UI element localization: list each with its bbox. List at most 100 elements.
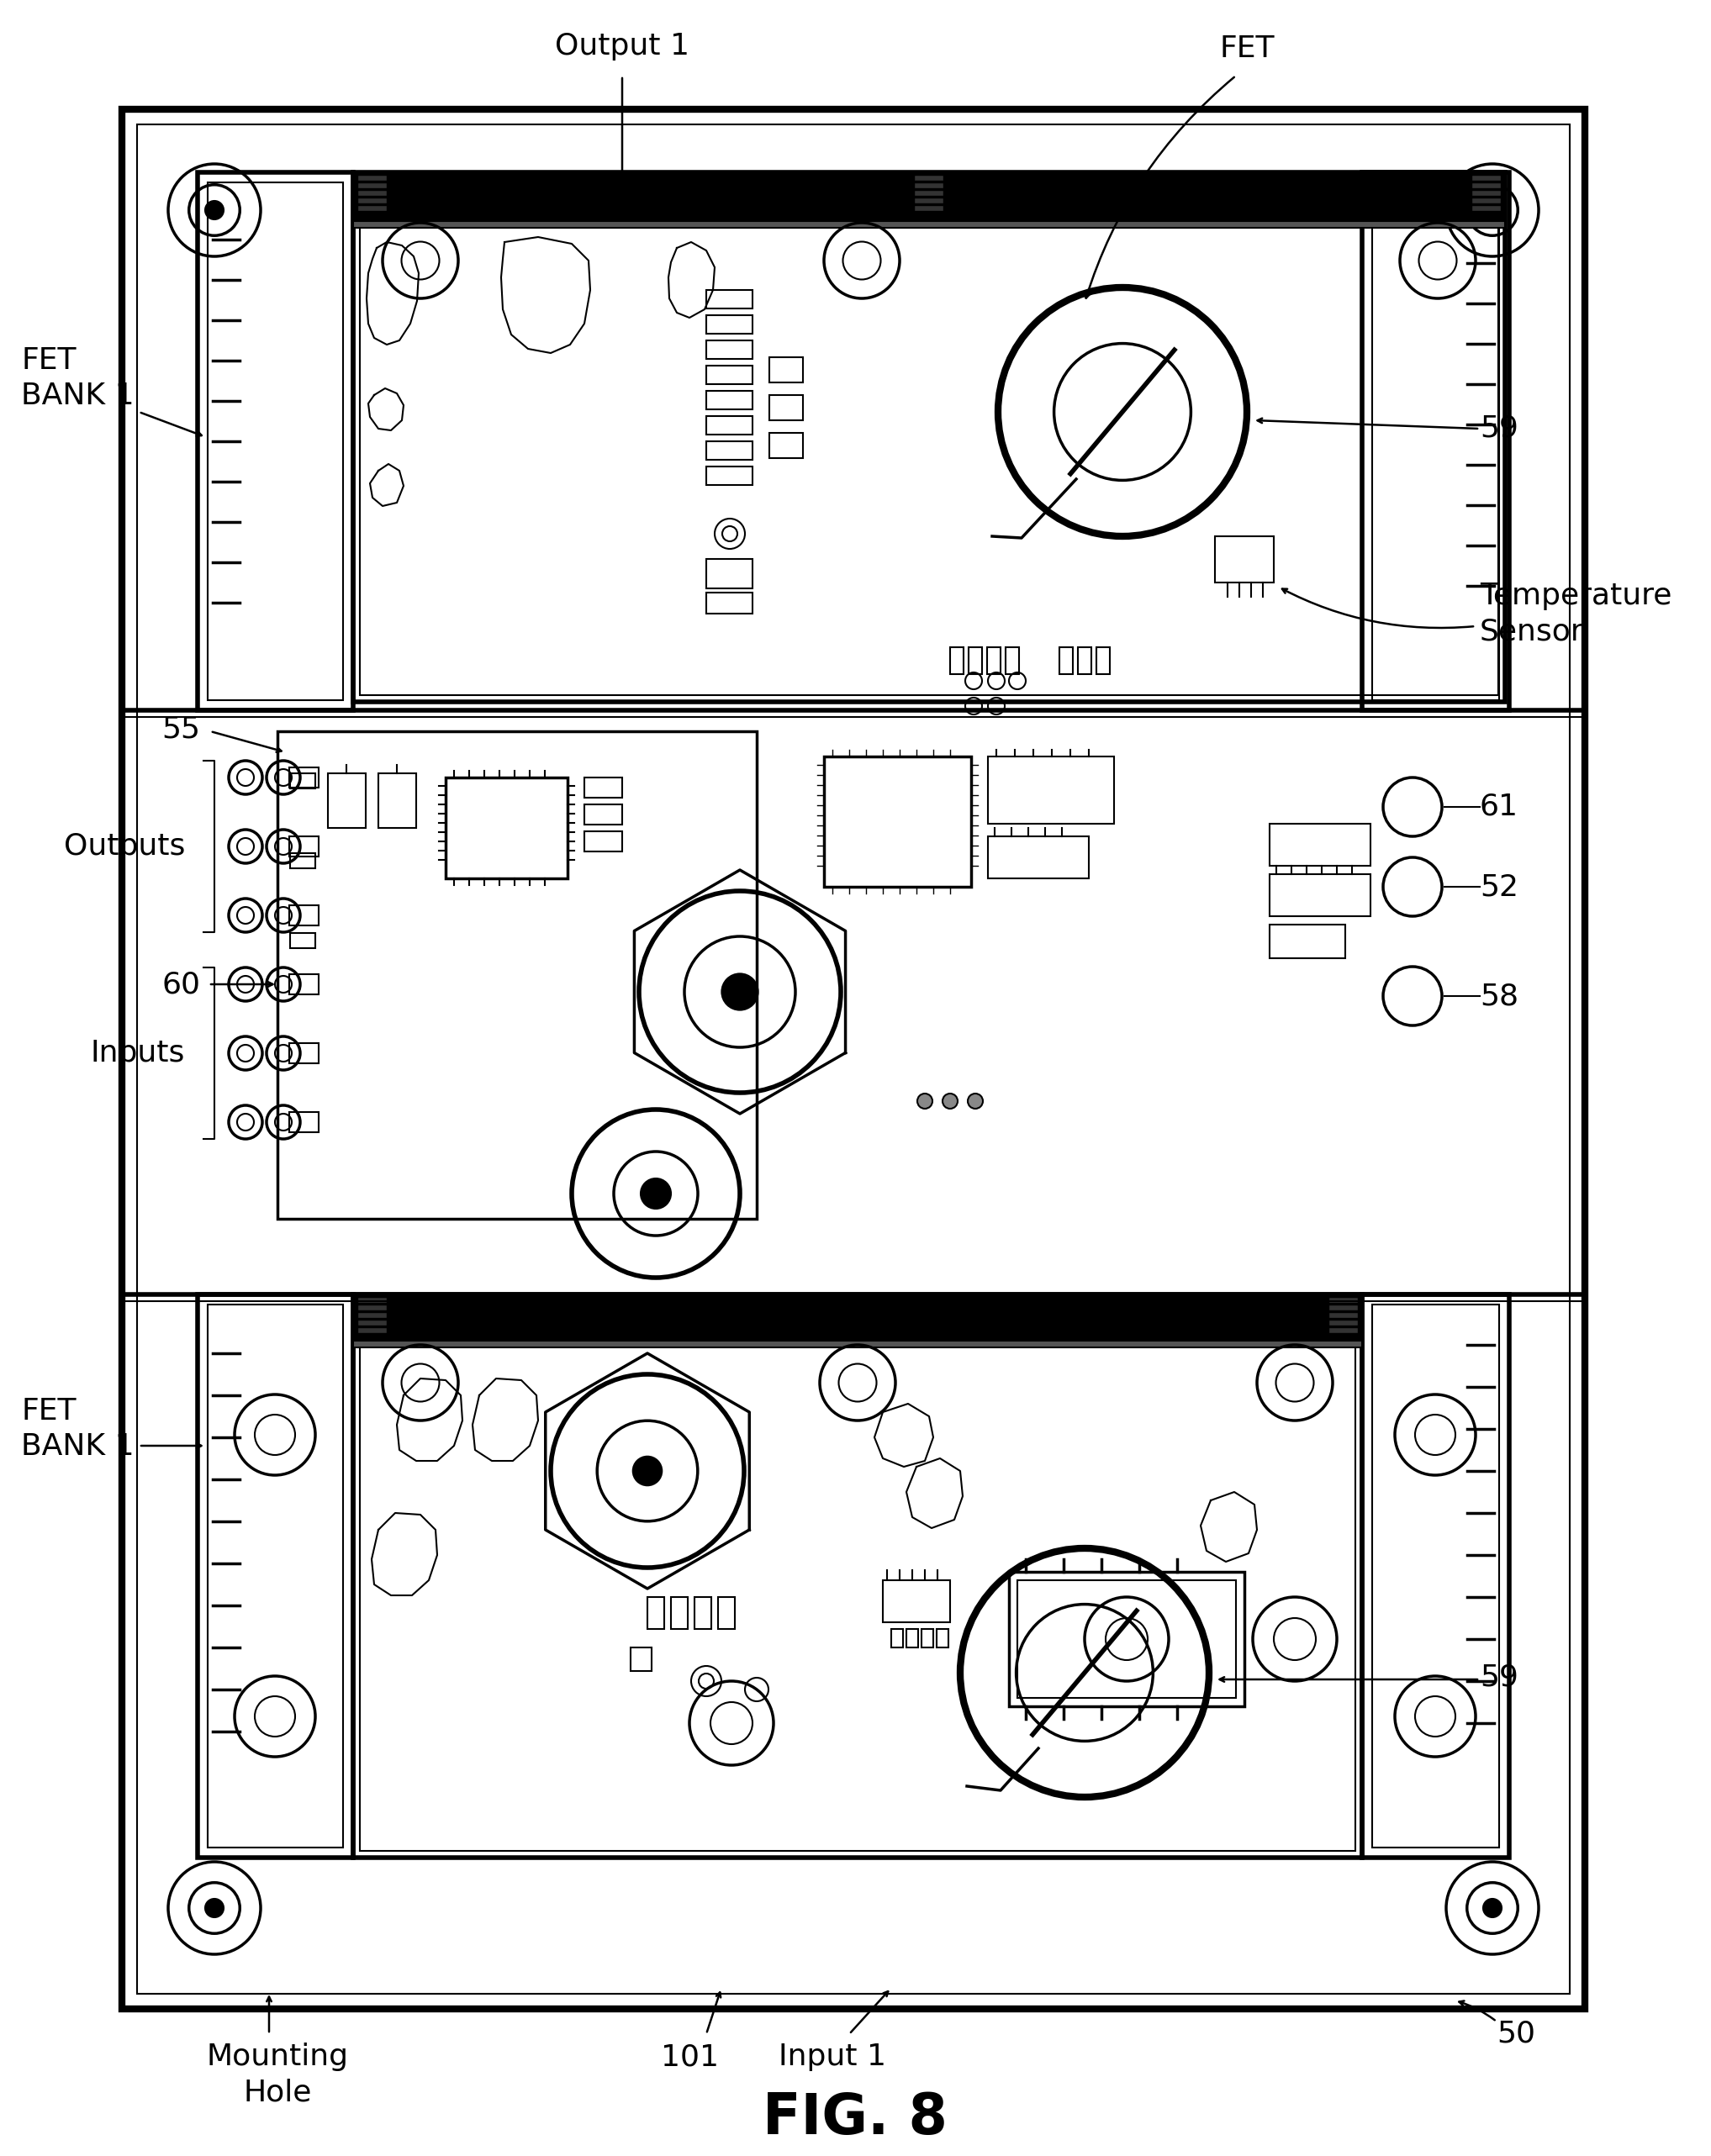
Bar [1097,647,1110,675]
Bar [358,205,387,211]
Bar [585,832,623,852]
Bar [914,198,943,203]
Text: FET: FET [1220,34,1275,63]
Bar [352,1294,1362,1341]
Text: FET
BANK 1: FET BANK 1 [21,347,133,410]
Bar [1362,172,1509,709]
Bar [358,198,387,203]
Bar [358,190,387,196]
Text: FIG. 8: FIG. 8 [763,2091,948,2145]
Bar [359,1302,1355,1850]
Bar [1270,824,1371,867]
Circle shape [917,1093,932,1108]
Bar [197,172,352,709]
Bar [291,774,315,789]
Bar [358,1298,387,1302]
Bar [1328,1319,1359,1326]
Bar [352,1341,1362,1348]
Bar [329,774,366,828]
Text: Inputs: Inputs [91,1039,185,1067]
Bar [914,175,943,181]
Bar [891,1630,903,1647]
Bar [352,172,1506,222]
Bar [289,1044,318,1063]
Bar [291,934,315,949]
Bar [671,1598,688,1630]
Bar [1471,175,1501,181]
Bar [707,341,753,358]
Circle shape [943,1093,958,1108]
Bar [825,757,972,886]
Bar [907,1630,919,1647]
Text: 59: 59 [1480,414,1518,442]
Bar [695,1598,712,1630]
Circle shape [205,1899,224,1917]
Bar [914,183,943,188]
Bar [1471,198,1501,203]
Circle shape [1483,1899,1502,1917]
Text: Outputs: Outputs [63,832,185,860]
Text: Temperature
Sensor: Temperature Sensor [1480,582,1672,645]
Text: Input 1: Input 1 [779,2042,886,2072]
Bar [352,1294,1362,1858]
Bar [197,1294,352,1858]
Bar [883,1580,950,1621]
Bar [1471,183,1501,188]
Bar [1372,1304,1499,1848]
Bar [352,222,1506,229]
Bar [358,1319,387,1326]
Bar [950,647,963,675]
Bar [1328,1304,1359,1311]
Circle shape [1483,201,1502,220]
Bar [207,1304,342,1848]
Circle shape [633,1457,662,1485]
Bar [1059,647,1073,675]
Bar [719,1598,734,1630]
Bar [289,906,318,925]
Bar [1009,1572,1244,1705]
Bar [1078,647,1092,675]
Bar [358,1328,387,1332]
Bar [121,110,1584,2009]
Text: 58: 58 [1480,981,1519,1011]
Bar [291,854,315,869]
Bar [936,1630,948,1647]
Text: Mounting
Hole: Mounting Hole [207,2042,349,2106]
Bar [707,291,753,308]
Bar [922,1630,932,1647]
Bar [289,837,318,856]
Bar [358,183,387,188]
Bar [968,647,982,675]
Bar [585,804,623,824]
Bar [1018,1580,1235,1699]
Bar [358,175,387,181]
Bar [358,1313,387,1317]
Bar [987,647,1001,675]
Bar [987,757,1114,824]
Text: Output 1: Output 1 [554,32,690,60]
Text: 50: 50 [1497,2020,1535,2048]
Bar [707,558,753,589]
Text: 60: 60 [161,970,200,998]
Text: 55: 55 [161,716,200,744]
Bar [1328,1328,1359,1332]
Bar [770,358,802,382]
Bar [1372,183,1499,701]
Bar [207,183,342,701]
Circle shape [968,1093,982,1108]
Bar [445,778,568,877]
Bar [707,315,753,334]
Bar [987,837,1088,877]
Text: 59: 59 [1480,1662,1518,1690]
Bar [359,179,1499,694]
Bar [707,367,753,384]
Bar [631,1647,652,1671]
Text: 52: 52 [1480,873,1518,901]
Bar [1328,1313,1359,1317]
Bar [277,731,756,1218]
Bar [1328,1298,1359,1302]
Bar [585,778,623,798]
Bar [1270,873,1371,916]
Bar [770,395,802,420]
Bar [1215,537,1273,582]
